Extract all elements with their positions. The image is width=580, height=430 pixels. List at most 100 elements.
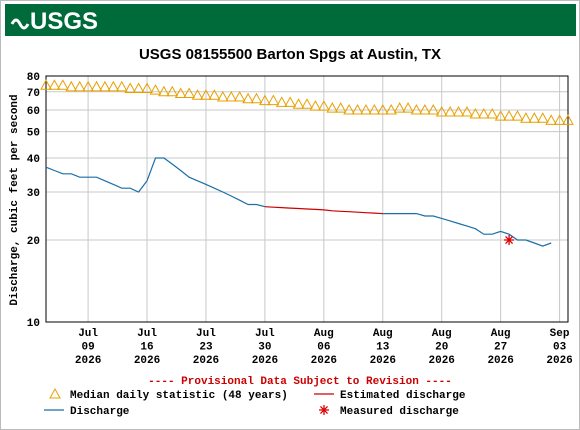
median-marker bbox=[360, 104, 372, 115]
provisional-note: ---- Provisional Data Subject to Revisio… bbox=[148, 376, 452, 388]
logo-wave bbox=[10, 18, 30, 30]
median-marker bbox=[124, 82, 137, 93]
median-marker bbox=[520, 112, 532, 123]
plot-border bbox=[45, 75, 569, 323]
median-marker bbox=[115, 80, 128, 92]
median-marker bbox=[132, 82, 145, 93]
legend-symbol bbox=[49, 387, 61, 399]
median-marker bbox=[141, 82, 153, 93]
median-marker bbox=[368, 104, 381, 115]
median-marker bbox=[410, 104, 423, 115]
median-marker bbox=[259, 94, 271, 106]
x-tick-label: Sep 03 2026 bbox=[546, 328, 572, 367]
y-tick-label: 40 bbox=[27, 154, 40, 166]
median-marker bbox=[284, 96, 297, 107]
median-marker bbox=[486, 108, 499, 119]
median-marker bbox=[494, 110, 507, 121]
y-axis-label: Discharge, cubic feet per second bbox=[9, 94, 21, 305]
median-marker bbox=[292, 98, 305, 109]
median-marker bbox=[166, 85, 179, 97]
median-marker bbox=[82, 80, 94, 92]
x-tick-label: Jul 23 2026 bbox=[193, 328, 219, 367]
median-marker bbox=[183, 87, 195, 98]
median-marker bbox=[528, 112, 541, 123]
median-marker bbox=[511, 110, 524, 121]
logo: USGS bbox=[30, 8, 98, 35]
legend-label: Median daily statistic (48 years) bbox=[70, 390, 288, 402]
median-marker bbox=[309, 100, 322, 111]
median-marker bbox=[56, 79, 69, 90]
median-marker bbox=[351, 104, 364, 115]
median-marker bbox=[99, 80, 111, 92]
median-marker bbox=[191, 89, 204, 100]
median-marker bbox=[469, 108, 482, 119]
median-marker bbox=[419, 104, 431, 115]
median-marker bbox=[435, 105, 448, 117]
asterisk-stroke bbox=[505, 236, 514, 244]
x-tick-label: Jul 09 2026 bbox=[75, 328, 101, 367]
median-marker bbox=[158, 85, 170, 97]
median-marker bbox=[250, 92, 263, 104]
median-marker bbox=[393, 102, 406, 113]
median-marker bbox=[545, 114, 558, 125]
median-marker bbox=[452, 105, 465, 117]
y-tick-label: 60 bbox=[27, 106, 40, 118]
x-tick-label: Aug 06 2026 bbox=[311, 328, 337, 367]
median-marker bbox=[343, 104, 355, 115]
median-marker bbox=[301, 98, 313, 109]
median-marker bbox=[334, 102, 347, 113]
median-marker bbox=[461, 105, 473, 117]
legend-label: Discharge bbox=[70, 406, 130, 418]
legend-label: Estimated discharge bbox=[340, 390, 466, 402]
median-marker bbox=[107, 80, 120, 92]
median-marker bbox=[267, 94, 280, 106]
median-marker bbox=[73, 80, 86, 92]
x-tick-label: Jul 30 2026 bbox=[252, 328, 278, 367]
legend-item: Median daily statistic (48 years) bbox=[49, 387, 288, 402]
y-tick-label: 20 bbox=[27, 236, 40, 248]
legend-item: Estimated discharge bbox=[314, 390, 466, 402]
series-line bbox=[264, 206, 383, 215]
median-marker bbox=[174, 87, 187, 98]
chart-title: USGS 08155500 Barton Spgs at Austin, TX bbox=[139, 46, 441, 63]
header-bar bbox=[5, 4, 576, 36]
median-marker bbox=[477, 108, 490, 119]
median-marker bbox=[536, 112, 549, 123]
median-marker bbox=[326, 102, 339, 113]
median-marker bbox=[553, 114, 566, 125]
median-marker bbox=[48, 79, 61, 90]
series-line bbox=[45, 157, 552, 247]
median-marker bbox=[90, 80, 103, 92]
median-marker bbox=[149, 84, 162, 95]
median-marker bbox=[503, 110, 515, 121]
median-marker bbox=[385, 104, 398, 115]
median-marker bbox=[317, 100, 330, 111]
median-marker bbox=[208, 89, 221, 100]
median-marker bbox=[562, 114, 574, 125]
y-tick-label: 10 bbox=[27, 318, 40, 330]
legend-item: Measured discharge bbox=[319, 405, 459, 418]
median-marker bbox=[376, 104, 389, 115]
legend-item: Discharge bbox=[44, 406, 130, 418]
y-tick-label: 30 bbox=[27, 188, 40, 200]
median-marker bbox=[275, 96, 288, 107]
median-marker bbox=[402, 102, 414, 113]
y-tick-label: 70 bbox=[27, 88, 40, 100]
legend-label: Measured discharge bbox=[340, 406, 459, 418]
x-tick-label: Aug 20 2026 bbox=[429, 328, 455, 367]
median-marker bbox=[65, 80, 78, 92]
median-marker bbox=[444, 105, 456, 117]
y-tick-label: 50 bbox=[27, 128, 40, 140]
median-marker bbox=[242, 92, 254, 104]
legend-symbol bbox=[319, 405, 329, 415]
median-marker bbox=[216, 90, 229, 102]
median-marker bbox=[225, 90, 238, 102]
x-tick-label: Aug 13 2026 bbox=[370, 328, 396, 367]
asterisk-stroke bbox=[320, 406, 328, 414]
median-marker bbox=[40, 79, 52, 90]
x-tick-label: Aug 27 2026 bbox=[487, 328, 513, 367]
median-marker bbox=[427, 104, 440, 115]
median-marker bbox=[233, 90, 246, 102]
